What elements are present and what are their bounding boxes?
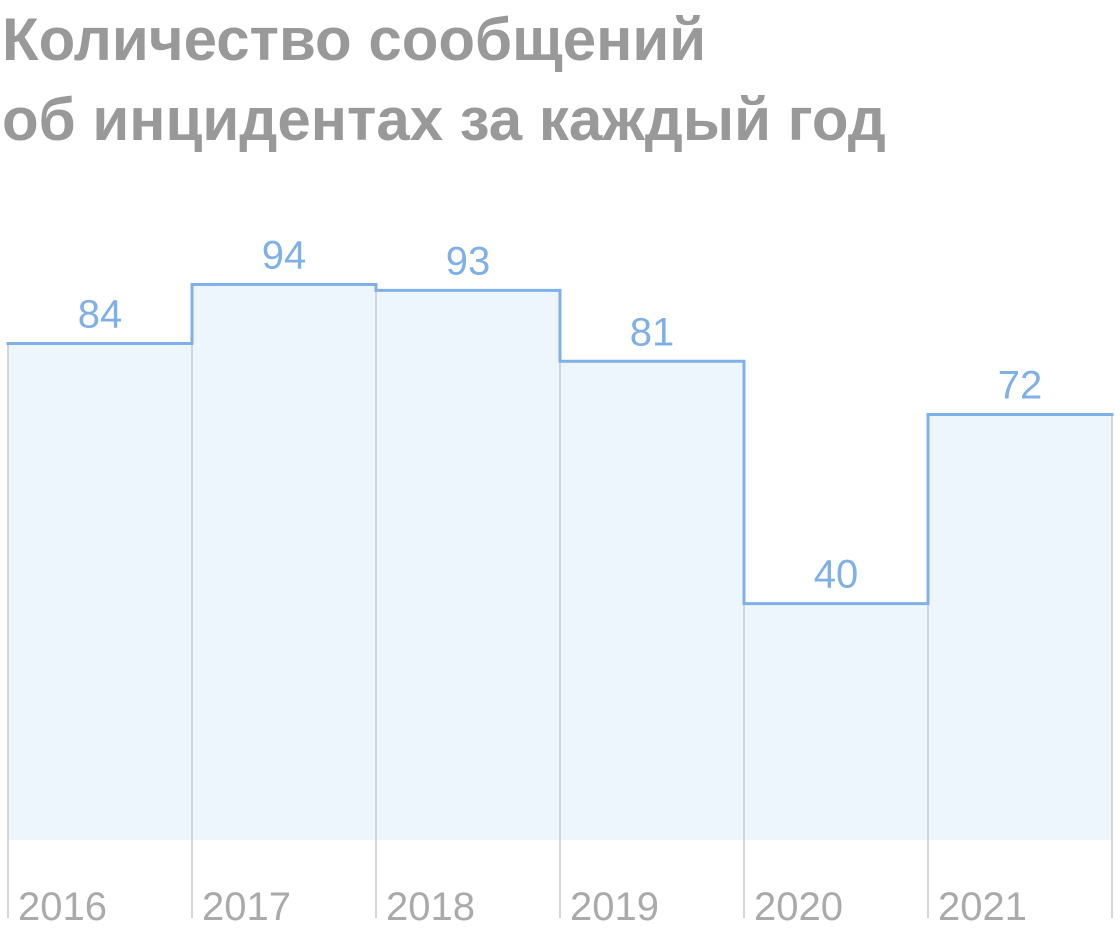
step-fill — [560, 361, 744, 840]
step-fill — [928, 414, 1112, 840]
x-tick-label: 2016 — [18, 885, 107, 929]
value-label: 94 — [262, 233, 307, 277]
step-fill — [8, 343, 192, 840]
x-tick-label: 2017 — [202, 885, 291, 929]
x-tick-label: 2019 — [570, 885, 659, 929]
step-fill — [376, 290, 560, 840]
value-label: 93 — [446, 239, 491, 283]
x-tick-label: 2020 — [754, 885, 843, 929]
value-label: 84 — [78, 293, 123, 337]
step-fill — [744, 603, 928, 840]
x-tick-label: 2021 — [938, 885, 1027, 929]
value-label: 40 — [814, 553, 859, 597]
step-fill — [192, 284, 376, 841]
value-label: 81 — [630, 310, 675, 354]
value-label: 72 — [998, 363, 1043, 407]
x-tick-label: 2018 — [386, 885, 475, 929]
chart-title: Количество сообщений — [2, 6, 706, 73]
chart-title: об инцидентах за каждый год — [2, 86, 886, 153]
